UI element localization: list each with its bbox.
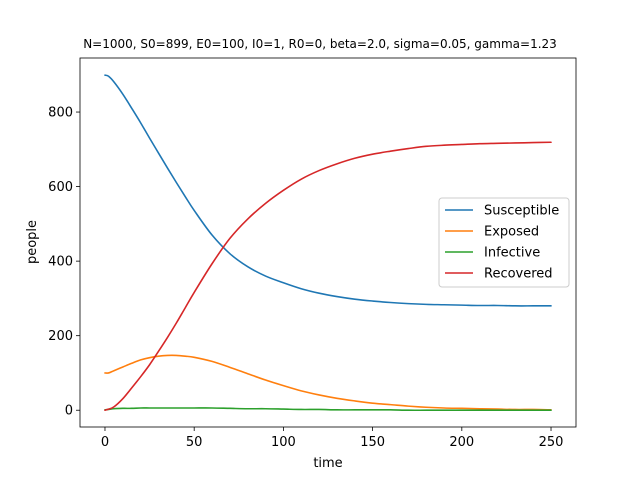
- legend-items: Susceptible Exposed Infective Recovered: [445, 204, 559, 282]
- y-tick-label: 800: [48, 106, 73, 121]
- series-lines: [104, 74, 552, 412]
- y-tick-label: 400: [48, 255, 73, 270]
- x-tick-label: 250: [539, 435, 564, 450]
- y-tick-label: 600: [48, 180, 73, 195]
- y-axis-label: people: [25, 220, 40, 264]
- series-line-exposed: [104, 354, 552, 411]
- y-tick-label: 0: [65, 404, 73, 419]
- series-line-infective: [104, 407, 552, 412]
- series-line-recovered: [104, 141, 552, 412]
- x-tick-label: 200: [449, 435, 474, 450]
- chart-title: N=1000, S0=899, E0=100, I0=1, R0=0, beta…: [83, 37, 557, 51]
- x-axis: 0 50 100 150 200 250: [101, 427, 564, 450]
- y-tick-label: 200: [48, 329, 73, 344]
- legend: Susceptible Exposed Infective Recovered: [438, 197, 570, 288]
- x-tick-label: 100: [271, 435, 296, 450]
- legend-box: [438, 197, 570, 288]
- x-tick-label: 0: [101, 435, 109, 450]
- x-tick-label: 50: [186, 435, 203, 450]
- y-axis: 0 200 400 600 800: [48, 106, 80, 419]
- series-line-susceptible: [104, 74, 552, 307]
- legend-label-recovered: Recovered: [484, 267, 553, 282]
- x-axis-label: time: [313, 456, 342, 471]
- legend-label-exposed: Exposed: [484, 225, 539, 240]
- legend-label-susceptible: Susceptible: [484, 204, 559, 219]
- x-tick-label: 150: [360, 435, 385, 450]
- axes-frame: [79, 57, 577, 428]
- legend-label-infective: Infective: [484, 246, 540, 261]
- plot-area: 0 50 100 150 200 250 0 200 400 600 800: [48, 57, 577, 450]
